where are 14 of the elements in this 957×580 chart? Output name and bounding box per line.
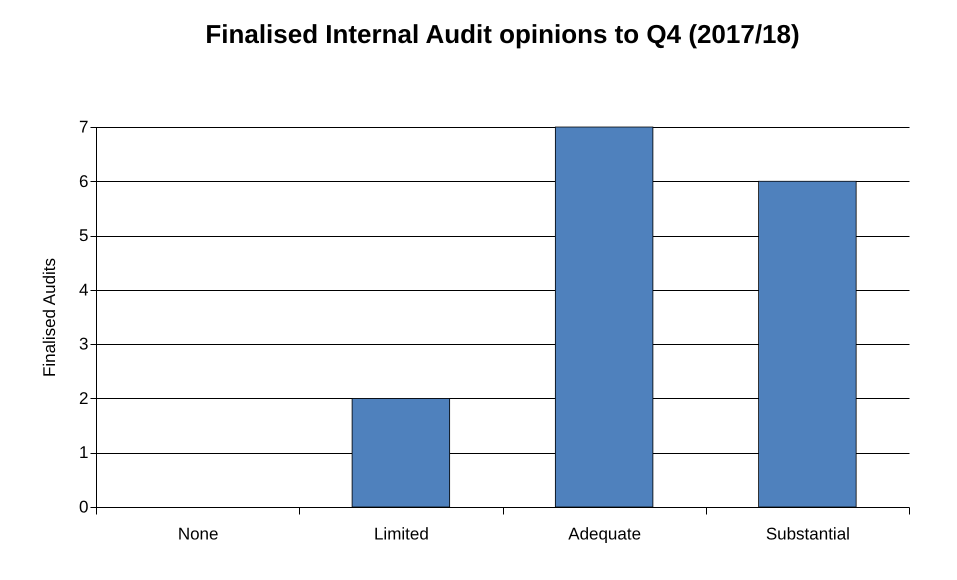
y-tick-label: 2 [79,388,88,408]
x-tick-label: None [178,524,218,544]
x-tick-label: Substantial [766,524,850,544]
y-tick-label: 1 [79,443,88,462]
y-tick-label: 6 [79,172,88,191]
y-tick-label: 4 [79,280,88,300]
y-tick-label: 0 [79,498,88,516]
y-axis-title: Finalised Audits [40,258,60,378]
x-tick-label: Limited [374,524,429,544]
y-tick-label: 5 [79,226,88,246]
chart-title: Finalised Internal Audit opinions to Q4 (2017/18) [205,19,800,49]
y-tick-label: 7 [79,118,88,136]
x-tick-label: Adequate [568,524,642,544]
y-tick-label: 3 [79,334,88,354]
